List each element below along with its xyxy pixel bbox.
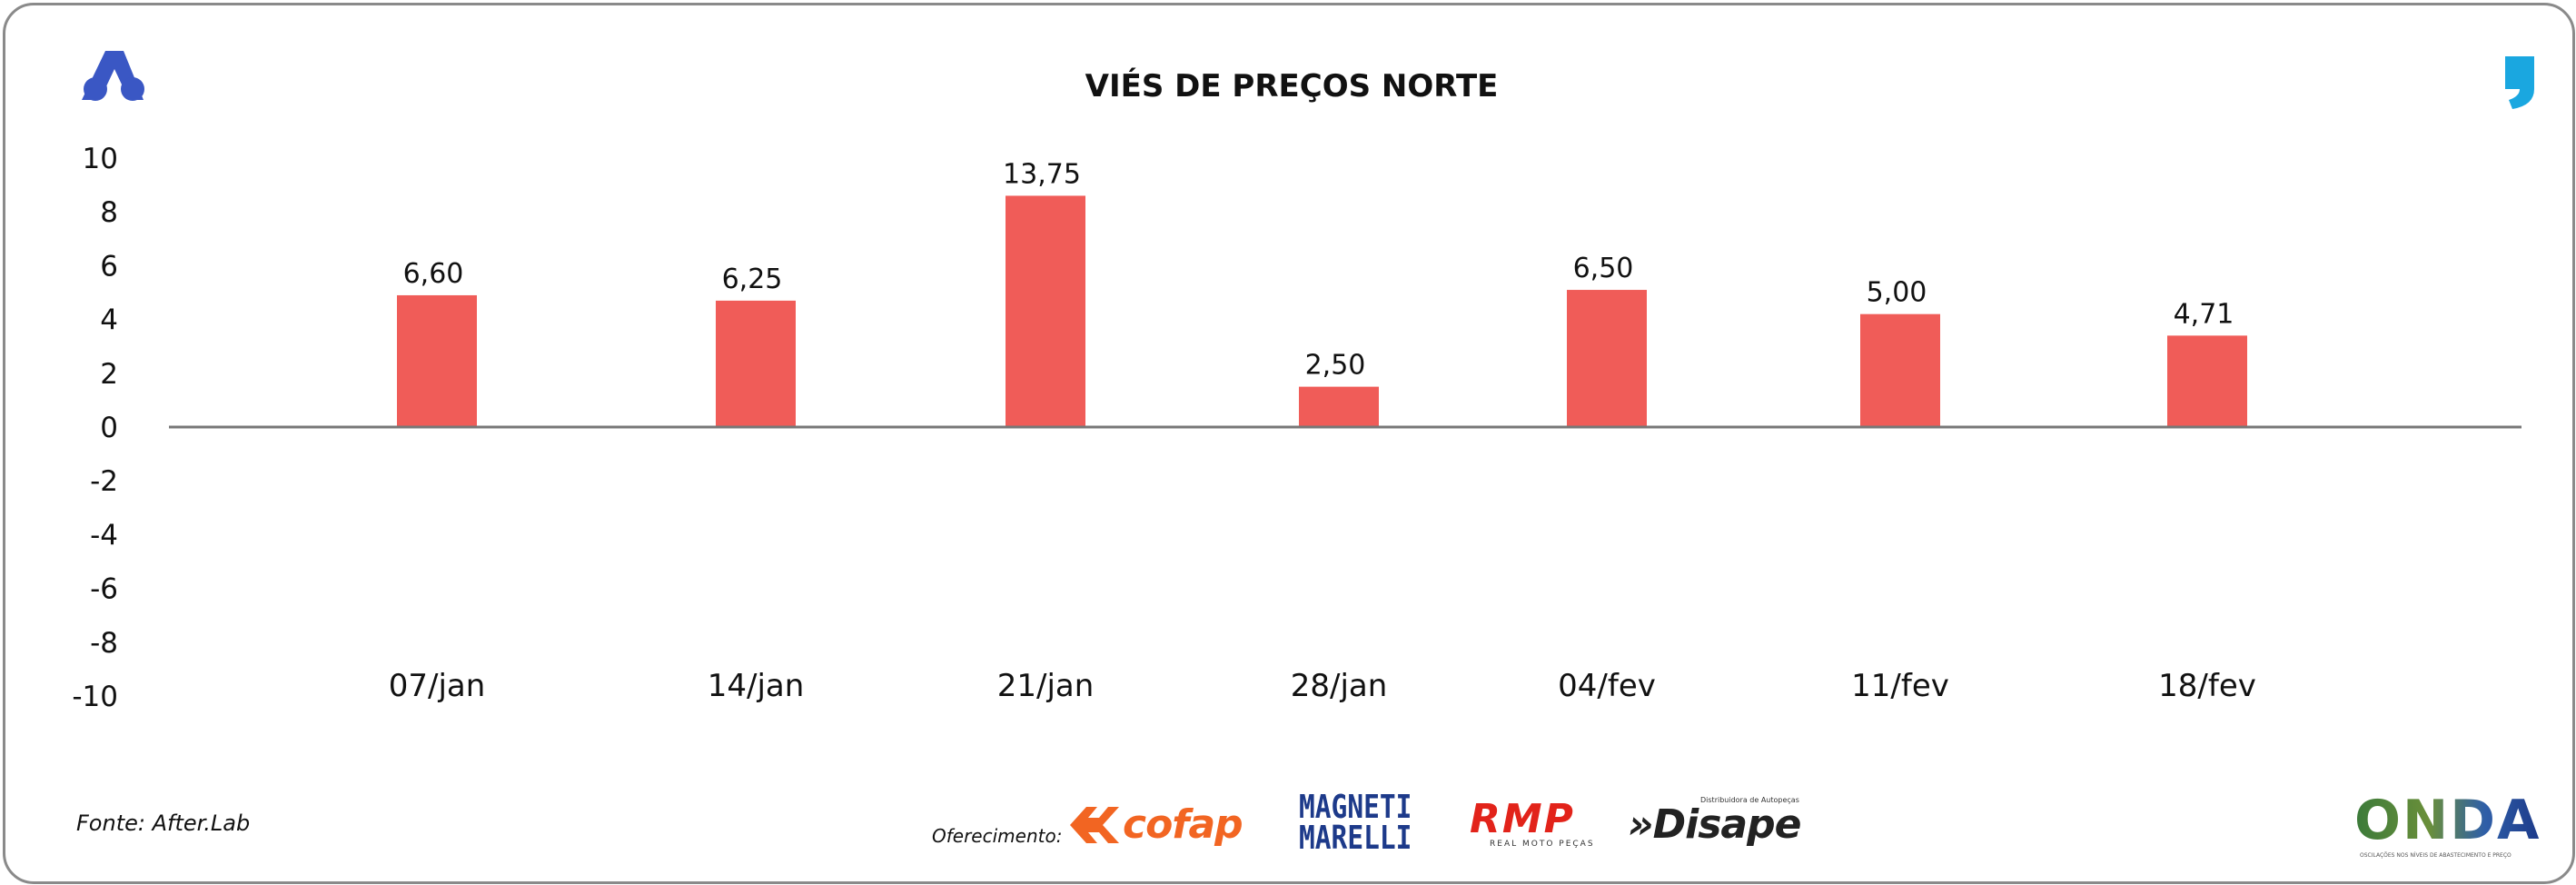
sponsor-label: Oferecimento:	[932, 825, 1063, 847]
y-tick-label: -6	[90, 573, 118, 606]
y-tick-label: 6	[100, 250, 118, 283]
bar	[716, 300, 796, 427]
rmp-logo: RMP REAL MOTO PEÇAS	[1470, 796, 1595, 849]
x-tick-label: 14/jan	[708, 668, 805, 704]
y-tick-label: -2	[90, 465, 118, 498]
a-logo-icon	[82, 51, 144, 101]
bar	[1567, 290, 1647, 427]
x-tick-label: 28/jan	[1291, 668, 1388, 704]
bar	[1299, 386, 1379, 427]
bars	[397, 195, 2247, 427]
bar-chart: VIÉS DE PREÇOS NORTE 1086420-2-4-6-8-10 …	[72, 51, 2534, 713]
y-tick-label: 8	[100, 196, 118, 229]
x-tick-label: 18/fev	[2158, 668, 2256, 704]
comma-logo-icon	[2505, 56, 2534, 109]
y-tick-label: -10	[72, 681, 118, 713]
bar	[1860, 313, 1940, 427]
data-label: 6,25	[722, 264, 783, 295]
cofap-logo: cofap	[1066, 798, 1275, 852]
y-tick-label: 0	[100, 412, 118, 444]
source-note: Fonte: After.Lab	[76, 810, 251, 836]
onda-logo: ONDA OSCILAÇÕES NOS NÍVEIS DE ABASTECIME…	[2354, 789, 2541, 859]
x-tick-label: 11/fev	[1851, 668, 1949, 704]
bar	[397, 294, 477, 427]
bar	[2167, 335, 2247, 427]
y-tick-label: -8	[90, 627, 118, 660]
data-label: 13,75	[1003, 158, 1081, 190]
x-tick-label: 21/jan	[997, 668, 1095, 704]
magneti-marelli-logo: MAGNETI MARELLI	[1299, 789, 1412, 857]
bar	[1006, 195, 1085, 427]
data-label: 5,00	[1867, 277, 1927, 309]
chart-frame: VIÉS DE PREÇOS NORTE 10 8 6 4 2 0 -2 -4 -6 -8 -10 …	[3, 3, 2575, 884]
data-label: 4,71	[2174, 298, 2234, 330]
data-labels: 6,60 6,25 13,75 2,50 6,50 5,00 4,71	[403, 158, 2234, 381]
x-tick-label: 04/fev	[1558, 668, 1656, 704]
disape-logo: Distribuidora de Autopeças »Disape	[1628, 796, 1801, 848]
y-tick-label: 2	[100, 358, 118, 391]
data-label: 6,50	[1573, 253, 1634, 284]
y-tick-label: 4	[100, 304, 118, 337]
chart-title: VIÉS DE PREÇOS NORTE	[1085, 67, 1499, 104]
x-tick-label: 07/jan	[389, 668, 486, 704]
data-label: 2,50	[1305, 350, 1366, 382]
x-axis: 07/jan 14/jan 21/jan 28/jan 04/fev 11/fev 18/f…	[389, 668, 2256, 704]
y-tick-label: -4	[90, 519, 118, 552]
data-label: 6,60	[403, 258, 464, 290]
y-axis: 10 8 6 4 2 0 -2 -4 -6 -8 -10	[72, 143, 118, 713]
y-tick-label: 10	[83, 143, 118, 175]
